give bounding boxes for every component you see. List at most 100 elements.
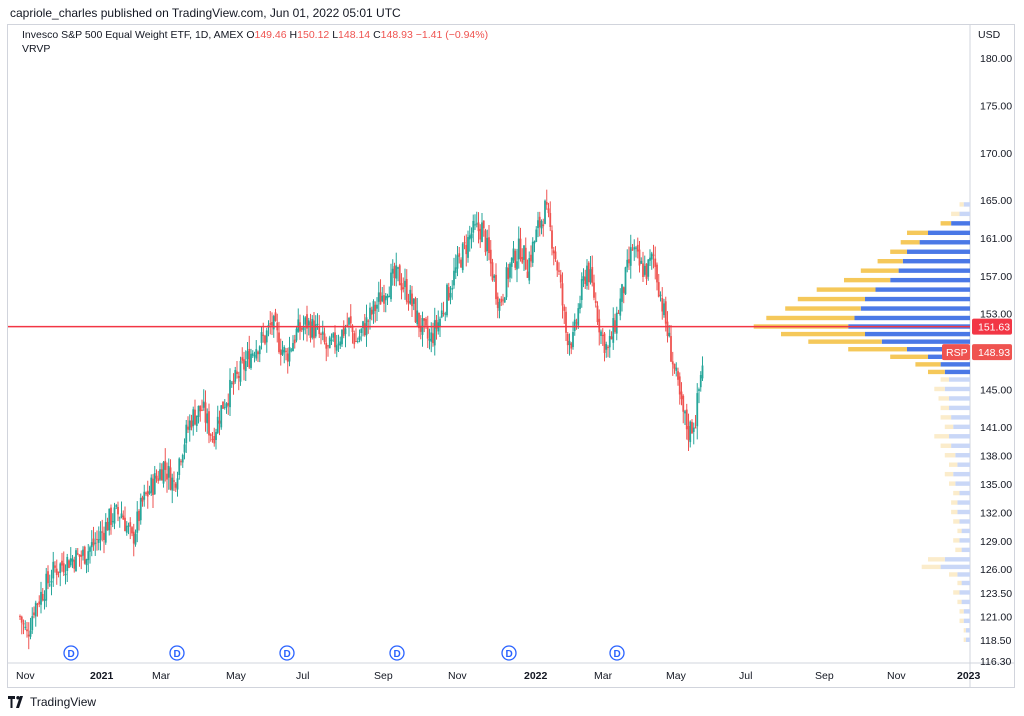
chart-frame[interactable]: USD 180.00 175.00 170.00 165.00 161.00 157.00 1… — [7, 24, 1015, 688]
volume-profile-down-bar — [944, 424, 954, 430]
candle-body — [61, 560, 63, 566]
open-value: 149.46 — [254, 29, 287, 41]
candle-body — [621, 284, 623, 302]
candle-body — [330, 339, 333, 342]
price-tick-label: 165.00 — [980, 195, 1012, 207]
price-tick-label: 116.30 — [980, 656, 1011, 668]
candle-body — [540, 220, 543, 229]
candle-body — [120, 513, 123, 517]
candle-body — [659, 294, 662, 296]
candle-body — [607, 347, 609, 349]
candle-body — [383, 295, 385, 304]
candle-body — [36, 603, 39, 605]
volume-profile-down-bar — [890, 354, 928, 359]
candle-body — [115, 505, 118, 507]
volume-profile-down-bar — [944, 471, 954, 477]
candle-body — [320, 333, 322, 335]
candle-body — [97, 539, 100, 543]
dividend-marker-icon[interactable] — [169, 645, 185, 661]
candle-body — [528, 258, 531, 281]
candle-body — [370, 309, 373, 315]
candle-body — [66, 556, 69, 572]
dividend-marker-icon[interactable] — [501, 645, 517, 661]
volume-profile-up-bar — [860, 306, 970, 311]
candle-body — [143, 491, 146, 500]
time-tick-label: Mar — [152, 670, 171, 682]
volume-profile-down-bar — [949, 481, 956, 486]
candle-body — [388, 295, 391, 298]
volume-profile-down-bar — [934, 386, 945, 392]
candle-body — [687, 426, 690, 441]
candle-body — [96, 538, 98, 540]
candle-body — [626, 259, 629, 268]
candle-body — [554, 251, 557, 259]
footer-brand: TradingView — [30, 695, 97, 709]
candle-body — [358, 336, 361, 340]
candle-body — [577, 308, 580, 326]
volume-profile-down-bar — [957, 599, 962, 605]
dividend-marker-icon[interactable] — [389, 645, 405, 661]
volume-profile-up-bar — [890, 277, 970, 283]
dividend-marker-label: D — [394, 649, 401, 660]
candle-body — [206, 413, 209, 424]
candle-body — [615, 312, 618, 334]
candle-body — [470, 233, 473, 239]
volume-profile-down-bar — [957, 528, 962, 534]
candle-body — [449, 292, 452, 298]
candle-body — [257, 351, 259, 355]
dividend-marker-icon[interactable] — [63, 645, 79, 661]
candle-body — [328, 337, 331, 349]
candle-body — [342, 326, 345, 336]
candle-body — [418, 312, 420, 329]
candle-body — [124, 517, 126, 532]
candle-body — [360, 329, 363, 333]
candle-body — [313, 320, 315, 339]
candle-body — [698, 389, 700, 391]
volume-profile-down-bar — [848, 347, 907, 352]
candle-body — [302, 326, 305, 331]
candle-body — [507, 267, 510, 279]
candle-body — [40, 591, 42, 605]
time-tick-label: Jul — [296, 670, 309, 682]
candle-body — [461, 243, 464, 271]
candle-body — [290, 349, 293, 351]
candle-body — [453, 270, 455, 286]
volume-profile-up-bar — [961, 547, 970, 553]
indicator-legend[interactable]: VRVP — [22, 43, 50, 55]
candle-body — [255, 349, 258, 359]
dividend-marker-label: D — [174, 649, 181, 660]
volume-profile-down-bar — [844, 277, 891, 283]
candle-body — [131, 527, 133, 534]
candle-body — [271, 321, 273, 326]
candle-body — [279, 349, 282, 355]
volume-profile-down-bar — [766, 315, 855, 321]
candle-body — [526, 271, 529, 278]
candle-body — [509, 263, 511, 278]
chart-canvas[interactable]: USD 180.00 175.00 170.00 165.00 161.00 157.00 1… — [8, 25, 1014, 687]
volume-profile-up-bar — [957, 572, 970, 577]
indicator-name[interactable]: VRVP — [22, 43, 51, 55]
candle-body — [692, 427, 695, 432]
candle-body — [428, 338, 431, 341]
price-tick-label: 157.00 — [980, 271, 1012, 283]
candle-body — [589, 269, 592, 283]
price-tick-label: 180.00 — [980, 53, 1012, 65]
candle-body — [122, 515, 125, 520]
candle-body — [654, 258, 657, 267]
candle-body — [545, 201, 548, 205]
dividend-marker-icon[interactable] — [609, 645, 625, 661]
volume-profile-up-bar — [944, 386, 970, 392]
candle-body — [675, 367, 678, 371]
candle-body — [603, 333, 606, 353]
candle-body — [439, 318, 441, 327]
candle-body — [519, 238, 522, 260]
candle-body — [132, 531, 135, 544]
candle-body — [272, 316, 275, 330]
dividend-marker-icon[interactable] — [279, 645, 295, 661]
candle-body — [69, 558, 72, 566]
candle-body — [458, 253, 461, 257]
candle-body — [173, 480, 175, 482]
candle-body — [587, 262, 590, 283]
candle-body — [379, 292, 382, 305]
price-tick-label: 161.00 — [980, 233, 1012, 245]
